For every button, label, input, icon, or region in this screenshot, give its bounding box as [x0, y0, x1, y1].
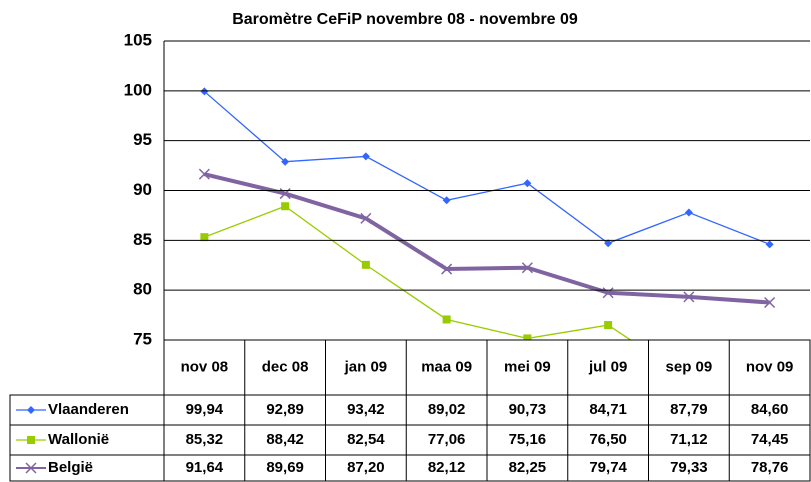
table-cell: 91,64 — [186, 459, 224, 476]
series-line — [204, 205, 632, 340]
marker — [765, 240, 774, 249]
series-line — [203, 172, 770, 305]
marker — [685, 375, 693, 383]
chart-title: Baromètre CeFiP novembre 08 - novembre 0… — [232, 11, 578, 28]
legend-label: Vlaanderen — [48, 401, 129, 418]
table-cell: 84,71 — [589, 401, 627, 418]
table-cell: 87,79 — [670, 401, 708, 418]
table-cell: 99,94 — [186, 401, 224, 418]
marker — [684, 208, 693, 217]
legend-label: Wallonië — [48, 431, 109, 448]
table-cell: 88,42 — [266, 431, 304, 448]
marker — [523, 334, 532, 340]
legend-marker — [27, 436, 35, 444]
y-tick-label: 90 — [133, 180, 152, 199]
table-cell: 79,33 — [670, 459, 708, 476]
table-cell: 84,60 — [751, 401, 789, 418]
table-cell: 75,16 — [509, 431, 547, 448]
table-cell: 82,12 — [428, 459, 466, 476]
table-cell: 93,42 — [347, 401, 385, 418]
table-cell: 82,25 — [509, 459, 547, 476]
marker — [361, 152, 370, 161]
y-tick-label: 100 — [124, 80, 152, 99]
marker — [442, 196, 451, 205]
marker — [361, 260, 370, 269]
marker — [441, 263, 453, 275]
marker — [281, 157, 290, 166]
marker — [521, 262, 533, 274]
table-cell: 82,54 — [347, 431, 385, 448]
marker — [683, 291, 695, 303]
x-tick-label: nov 09 — [746, 358, 794, 375]
legend-marker — [27, 406, 35, 414]
table-cell: 92,89 — [266, 401, 304, 418]
table-cell: 79,74 — [589, 459, 627, 476]
series-line — [203, 90, 770, 245]
y-tick-label: 80 — [133, 280, 152, 299]
x-tick-label: sep 09 — [666, 358, 713, 375]
table-cell: 71,12 — [670, 431, 708, 448]
marker — [442, 315, 451, 324]
marker — [764, 296, 776, 309]
x-tick-label: dec 08 — [262, 358, 309, 375]
x-tick-label: maa 09 — [421, 358, 472, 375]
x-tick-label: jul 09 — [588, 358, 627, 375]
table-cell: 89,02 — [428, 401, 466, 418]
table-cell: 78,76 — [751, 459, 789, 476]
table-cell: 74,45 — [751, 431, 789, 448]
y-tick-label: 85 — [133, 230, 152, 249]
marker — [360, 212, 372, 224]
x-tick-label: jan 09 — [344, 358, 388, 375]
marker — [200, 233, 209, 242]
plot-area — [198, 87, 776, 383]
marker — [281, 202, 290, 211]
marker — [604, 321, 613, 330]
table-cell: 85,32 — [186, 431, 224, 448]
marker — [200, 87, 209, 96]
table-cell: 89,69 — [266, 459, 304, 476]
marker — [602, 287, 614, 299]
y-tick-label: 95 — [133, 130, 152, 149]
x-tick-label: mei 09 — [504, 358, 551, 375]
y-tick-label: 75 — [133, 329, 152, 348]
marker — [198, 168, 210, 180]
marker — [766, 341, 774, 349]
table-cell: 90,73 — [509, 401, 547, 418]
marker — [523, 179, 532, 188]
table-cell: 76,50 — [589, 431, 627, 448]
table-cell: 87,20 — [347, 459, 385, 476]
legend-label: België — [48, 459, 93, 476]
y-tick-label: 105 — [124, 30, 152, 49]
legend-marker — [25, 462, 37, 474]
x-tick-label: nov 08 — [181, 358, 229, 375]
table-cell: 77,06 — [428, 431, 466, 448]
marker — [604, 239, 613, 248]
